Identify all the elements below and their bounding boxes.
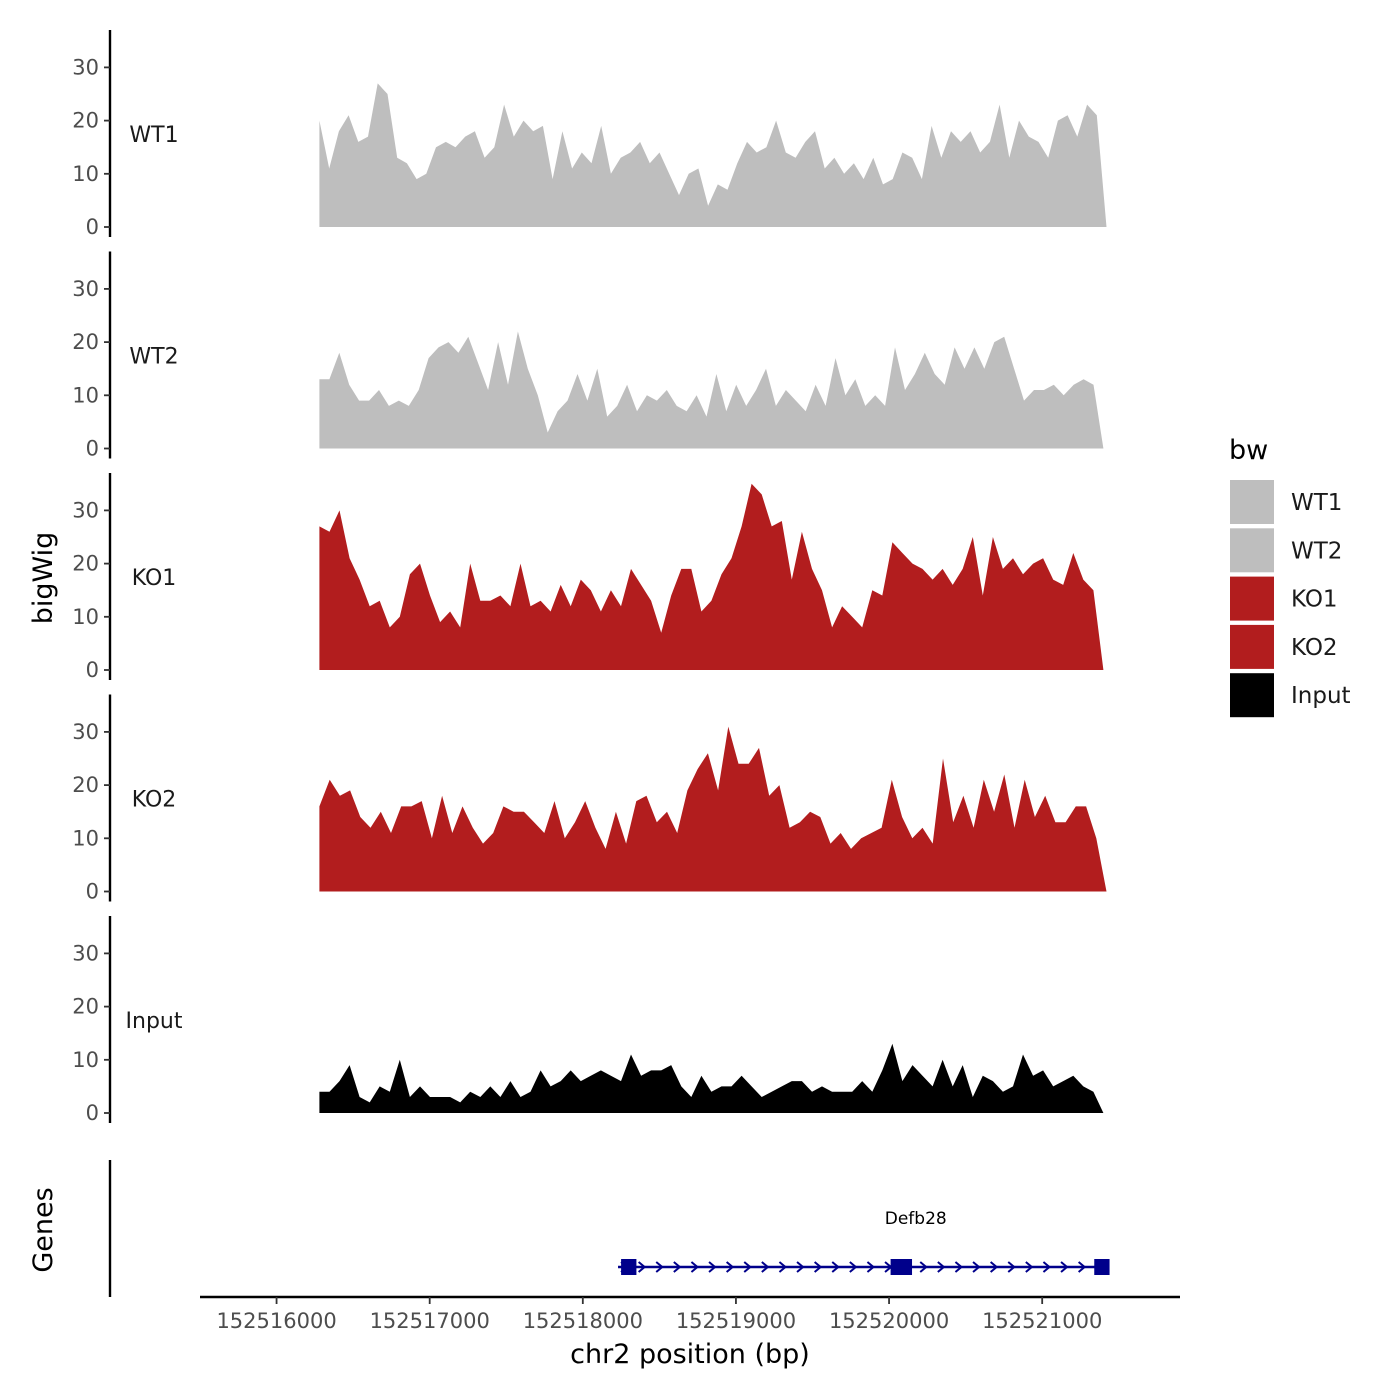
exon-block [890, 1259, 913, 1275]
strand-arrow [972, 1261, 981, 1273]
y-tick-label: 20 [72, 995, 99, 1019]
strand-arrow [690, 1261, 699, 1273]
strand-arrow [937, 1261, 946, 1273]
strand-arrow [637, 1261, 647, 1273]
y-tick-label: 20 [72, 109, 99, 133]
legend-label: KO1 [1291, 587, 1338, 613]
strand-arrow [849, 1261, 858, 1273]
strand-arrow [831, 1261, 840, 1273]
y-tick-label: 10 [72, 605, 99, 629]
y-tick-label: 20 [72, 330, 99, 354]
track-label: WT1 [129, 123, 178, 148]
strand-arrow [725, 1261, 735, 1273]
legend-swatch [1228, 671, 1276, 720]
strand-arrow [813, 1261, 823, 1273]
legend-item-wt2: WT2 [1228, 526, 1342, 575]
legend-item-input: Input [1228, 671, 1351, 720]
gene-name-label: Defb28 [885, 1209, 947, 1229]
track-ko1: 0 10 20 30 KO1 [72, 473, 1104, 682]
exon-block [621, 1259, 637, 1275]
legend-label: WT2 [1291, 538, 1342, 564]
x-axis-title: chr2 position (bp) [570, 1339, 810, 1370]
legend-item-ko1: KO1 [1228, 574, 1338, 623]
y-tick-label: 0 [86, 880, 99, 904]
y-tick-label: 10 [72, 1048, 99, 1072]
y-axis-title: bigWig [28, 532, 59, 625]
y-tick-label: 20 [72, 552, 99, 576]
strand-arrow [954, 1261, 963, 1273]
strand-arrow [655, 1261, 664, 1273]
strand-arrow [989, 1261, 999, 1273]
track-label: KO2 [132, 788, 177, 813]
x-axis: 152516000 152517000 152518000 152519000 1525… [200, 1295, 1180, 1333]
legend-item-wt1: WT1 [1228, 478, 1342, 526]
y-tick-label: 0 [86, 437, 99, 461]
y-tick-label: 0 [86, 215, 99, 239]
track-wt1: 0 10 20 30 WT1 [72, 30, 1107, 239]
strand-arrow [1007, 1261, 1016, 1273]
legend-swatch [1228, 622, 1276, 671]
y-tick-label: 30 [72, 55, 99, 79]
gene-track: Defb28 [108, 1160, 1110, 1297]
area-wt1 [319, 83, 1107, 228]
strand-arrow [1077, 1261, 1087, 1273]
area-ko1 [319, 483, 1104, 670]
x-tick-label: 152520000 [829, 1309, 949, 1333]
strand-arrow [919, 1261, 928, 1273]
strand-arrow [761, 1261, 770, 1273]
signal-tracks: 0 10 20 30 WT1 0 10 20 30 WT2 0 10 20 30 KO1 0 10 20 30 KO2… [72, 30, 1107, 1125]
y-tick-label: 10 [72, 162, 99, 186]
y-tick-label: 30 [72, 720, 99, 744]
x-tick-label: 152518000 [523, 1309, 643, 1333]
area-wt2 [319, 331, 1104, 449]
area-ko2 [319, 726, 1107, 892]
area-input [319, 1043, 1104, 1113]
y-tick-label: 10 [72, 383, 99, 407]
track-label: Input [126, 1009, 183, 1034]
y-tick-label: 0 [86, 658, 99, 682]
y-tick-label: 0 [86, 1101, 99, 1125]
y-tick-label: 10 [72, 826, 99, 850]
strand-arrow [1060, 1261, 1069, 1273]
y-tick-label: 30 [72, 941, 99, 965]
y-tick-label: 30 [72, 277, 99, 301]
strand-arrow [1042, 1261, 1051, 1273]
track-label: KO1 [132, 566, 177, 591]
x-tick-label: 152516000 [216, 1309, 336, 1333]
strand-arrow [708, 1261, 717, 1273]
x-tick-label: 152519000 [676, 1309, 796, 1333]
strand-arrow [1025, 1261, 1034, 1273]
legend-label: Input [1291, 683, 1351, 709]
x-tick-label: 152517000 [370, 1309, 490, 1333]
strand-arrow [673, 1261, 682, 1273]
track-label: WT2 [129, 345, 178, 370]
strand-arrow [743, 1261, 752, 1273]
legend-swatch [1228, 478, 1276, 526]
track-wt2: 0 10 20 30 WT2 [72, 251, 1104, 461]
y-tick-label: 30 [72, 498, 99, 522]
legend-swatch [1228, 526, 1276, 575]
legend-swatch [1228, 574, 1276, 623]
y-tick-label: 20 [72, 773, 99, 797]
legend-label: WT1 [1291, 490, 1342, 516]
genes-track-title: Genes [28, 1187, 59, 1272]
legend-item-ko2: KO2 [1228, 622, 1338, 671]
track-ko2: 0 10 20 30 KO2 [72, 694, 1107, 904]
exon-block [1094, 1259, 1110, 1275]
legend-title: bw [1229, 435, 1268, 466]
track-input: 0 10 20 30 Input [72, 916, 1104, 1125]
strand-arrow [796, 1261, 805, 1273]
strand-arrow [778, 1261, 787, 1273]
legend: bw WT1 WT2 KO1 KO2 Input [1228, 435, 1351, 720]
x-tick-label: 152521000 [982, 1309, 1102, 1333]
legend-label: KO2 [1291, 635, 1338, 661]
strand-arrow [866, 1261, 875, 1273]
